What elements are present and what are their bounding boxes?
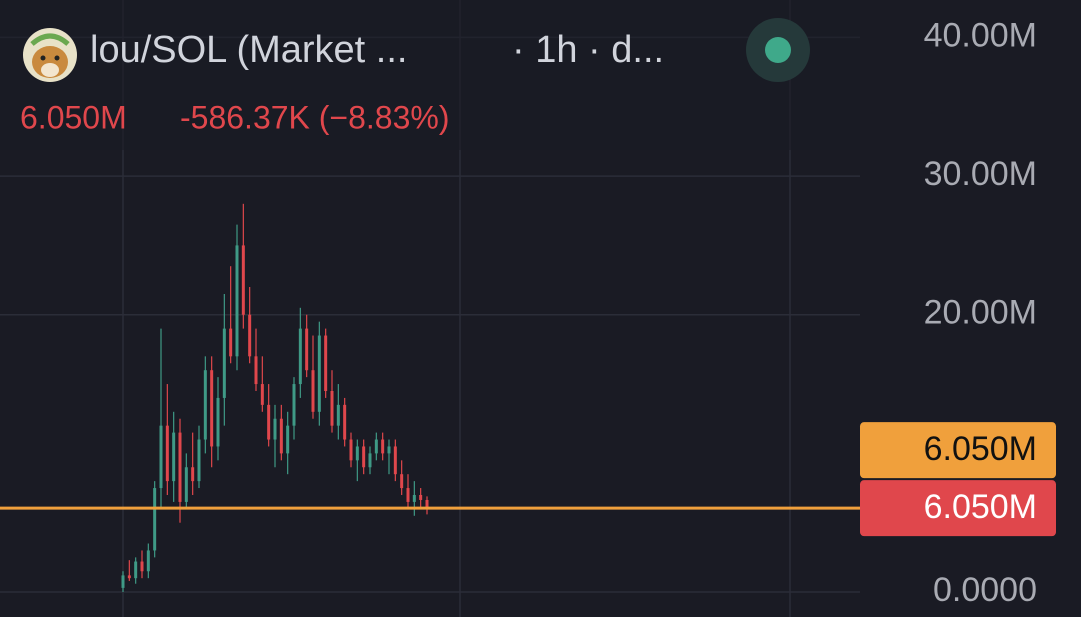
candle-body [134,561,138,579]
candle-body [172,432,176,482]
y-tick-label: 20.00M [924,294,1037,332]
candle-body [191,467,195,482]
price-badge [860,422,1056,479]
candle-body [229,328,233,357]
candle-body [203,370,207,440]
candle-body [146,550,150,572]
candle-body [197,439,201,482]
price-badge-label: 6.050M [924,430,1037,468]
candle-body [127,575,131,579]
candle-body [222,328,226,398]
candle-body [298,328,302,385]
candle-body [235,245,239,357]
candle-body [254,356,258,385]
price-change: -586.37K (−8.83%) [180,99,450,135]
symbol-title: lou/SOL (Market ... [90,29,407,71]
candle-body [216,397,220,447]
candle-body [362,446,366,468]
price-badge-label: 6.050M [924,488,1037,526]
candle-body [159,425,163,489]
candle-body [330,390,334,426]
candle-body [425,499,429,509]
candle-body [400,474,404,489]
candle-body [121,575,125,588]
candle-body [336,404,340,426]
candle-body [305,328,309,371]
candle-body [311,370,315,412]
candle-body [317,335,321,412]
candle-body [273,418,277,440]
status-dot [765,37,791,63]
candle-body [279,418,283,454]
y-tick-label: 30.00M [924,155,1037,193]
candle-body [387,446,391,454]
y-tick-label: 40.00M [924,16,1037,54]
avatar [23,28,77,82]
candle-body [140,561,144,572]
candle-body [178,432,182,502]
candle-body [324,335,328,391]
candle-body [355,446,359,461]
candle-body [165,425,169,482]
candle-body [267,404,271,440]
price: 6.050M [20,99,127,135]
interval: · 1h · d... [512,29,664,71]
y-tick-label: 0.0000 [933,571,1037,609]
candle-body [286,425,290,454]
candle-body [153,488,157,551]
candle-body [241,245,245,315]
candle-body [368,453,372,468]
candle-body [343,404,347,440]
header-backdrop [0,0,860,150]
candle-body [419,494,423,500]
candle-body [349,439,353,461]
candle-body [406,488,410,502]
candle-body [210,370,214,447]
candle-body [393,446,397,475]
candle-body [292,384,296,426]
price-badge [860,480,1056,537]
candle-body [381,439,385,454]
candle-body [248,314,252,357]
candle-body [412,494,416,502]
candle-body [184,467,188,502]
candle-body [260,384,264,405]
candle-body [374,439,378,454]
